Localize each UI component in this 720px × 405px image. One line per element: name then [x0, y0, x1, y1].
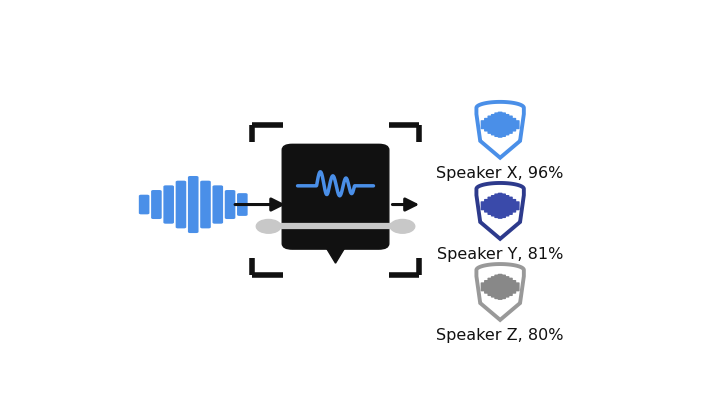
Text: Speaker Y, 81%: Speaker Y, 81%	[437, 247, 563, 262]
FancyBboxPatch shape	[511, 118, 516, 132]
FancyBboxPatch shape	[505, 276, 509, 298]
Polygon shape	[323, 243, 348, 263]
FancyBboxPatch shape	[139, 195, 150, 214]
Polygon shape	[477, 264, 524, 320]
Text: Speaker X, 96%: Speaker X, 96%	[436, 166, 564, 181]
FancyBboxPatch shape	[237, 193, 248, 216]
FancyBboxPatch shape	[163, 185, 174, 224]
Polygon shape	[477, 183, 524, 239]
Circle shape	[256, 220, 281, 233]
FancyBboxPatch shape	[484, 199, 489, 213]
FancyBboxPatch shape	[176, 181, 186, 228]
FancyBboxPatch shape	[491, 195, 496, 217]
FancyBboxPatch shape	[225, 190, 235, 219]
FancyBboxPatch shape	[515, 201, 520, 210]
FancyBboxPatch shape	[511, 199, 516, 213]
FancyBboxPatch shape	[508, 196, 513, 215]
FancyBboxPatch shape	[498, 193, 503, 219]
FancyBboxPatch shape	[508, 115, 513, 134]
FancyBboxPatch shape	[505, 114, 509, 135]
FancyBboxPatch shape	[151, 190, 162, 219]
FancyBboxPatch shape	[188, 176, 199, 233]
FancyBboxPatch shape	[508, 278, 513, 296]
FancyBboxPatch shape	[505, 195, 509, 217]
FancyBboxPatch shape	[501, 275, 506, 299]
FancyBboxPatch shape	[200, 181, 211, 228]
FancyBboxPatch shape	[481, 120, 485, 129]
FancyBboxPatch shape	[491, 276, 496, 298]
FancyBboxPatch shape	[487, 196, 492, 215]
FancyBboxPatch shape	[487, 115, 492, 134]
Text: Speaker Z, 80%: Speaker Z, 80%	[436, 328, 564, 343]
FancyBboxPatch shape	[501, 112, 506, 137]
FancyBboxPatch shape	[491, 114, 496, 135]
FancyBboxPatch shape	[484, 280, 489, 294]
FancyBboxPatch shape	[515, 120, 520, 129]
FancyBboxPatch shape	[212, 185, 223, 224]
FancyBboxPatch shape	[282, 144, 389, 249]
FancyBboxPatch shape	[495, 275, 499, 299]
Circle shape	[390, 220, 415, 233]
FancyBboxPatch shape	[481, 201, 485, 210]
FancyBboxPatch shape	[495, 194, 499, 218]
FancyBboxPatch shape	[484, 118, 489, 132]
FancyBboxPatch shape	[481, 282, 485, 291]
FancyBboxPatch shape	[498, 112, 503, 138]
Polygon shape	[477, 102, 524, 158]
FancyBboxPatch shape	[495, 112, 499, 137]
FancyBboxPatch shape	[501, 194, 506, 218]
FancyBboxPatch shape	[498, 274, 503, 300]
FancyBboxPatch shape	[515, 282, 520, 291]
FancyBboxPatch shape	[511, 280, 516, 294]
FancyBboxPatch shape	[487, 278, 492, 296]
